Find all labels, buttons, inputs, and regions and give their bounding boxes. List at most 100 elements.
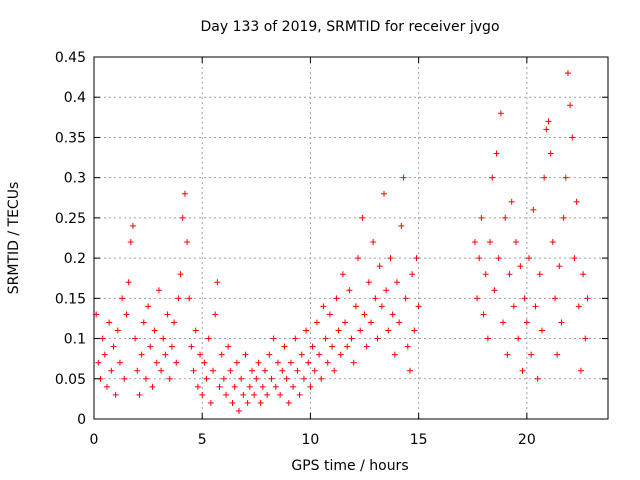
data-point — [261, 367, 268, 374]
data-point — [110, 343, 117, 350]
data-point — [508, 198, 515, 205]
data-point — [253, 375, 260, 382]
data-point — [554, 351, 561, 358]
axis-ticks: 0 5 10 15 20 0 0.05 0.1 0.15 0.2 0.25 0.3 0.35 0.4 0.4… — [55, 50, 608, 448]
data-point — [129, 222, 136, 229]
data-point — [352, 303, 359, 310]
data-point — [406, 367, 413, 374]
data-point — [223, 391, 230, 398]
data-point — [517, 263, 524, 270]
data-point — [179, 214, 186, 221]
y-tick-label: 0.35 — [55, 130, 86, 146]
y-tick-label: 0.15 — [55, 291, 86, 307]
data-point — [558, 319, 565, 326]
data-point — [188, 343, 195, 350]
y-tick-label: 0.3 — [64, 171, 86, 187]
data-point — [560, 214, 567, 221]
data-point — [320, 303, 327, 310]
data-point — [279, 367, 286, 374]
data-point — [166, 375, 173, 382]
data-point — [171, 319, 178, 326]
y-tick-label: 0.05 — [55, 372, 86, 388]
data-point — [413, 255, 420, 262]
data-point — [316, 351, 323, 358]
data-point — [318, 375, 325, 382]
data-point — [541, 174, 548, 181]
x-axis-title: GPS time / hours — [291, 458, 408, 474]
data-point — [368, 319, 375, 326]
data-point — [197, 351, 204, 358]
data-point — [402, 295, 409, 302]
data-point — [114, 327, 121, 334]
data-point — [497, 110, 504, 117]
data-point — [474, 295, 481, 302]
grid-lines — [94, 57, 608, 419]
data-point — [582, 335, 589, 342]
data-point — [214, 279, 221, 286]
data-point — [415, 303, 422, 310]
data-point — [138, 351, 145, 358]
data-point — [153, 359, 160, 366]
data-point — [168, 343, 175, 350]
data-point — [125, 279, 132, 286]
data-point — [244, 399, 251, 406]
data-point — [199, 391, 206, 398]
data-point — [350, 359, 357, 366]
data-point — [374, 335, 381, 342]
data-point — [484, 335, 491, 342]
data-point — [398, 222, 405, 229]
data-point — [502, 214, 509, 221]
chart-title: Day 133 of 2019, SRMTID for receiver jvg… — [200, 19, 499, 35]
data-point — [272, 383, 279, 390]
data-point — [342, 319, 349, 326]
data-point — [331, 367, 338, 374]
data-point — [231, 383, 238, 390]
data-point — [493, 150, 500, 157]
data-point — [251, 391, 258, 398]
data-point — [220, 375, 227, 382]
data-point — [506, 271, 513, 278]
data-point — [283, 375, 290, 382]
data-point — [294, 367, 301, 374]
data-point — [571, 255, 578, 262]
data-point — [372, 295, 379, 302]
data-point — [344, 343, 351, 350]
data-point — [274, 359, 281, 366]
data-point — [385, 327, 392, 334]
data-point — [513, 239, 520, 246]
data-point — [348, 335, 355, 342]
data-point — [127, 239, 134, 246]
data-point — [149, 383, 156, 390]
data-point — [311, 367, 318, 374]
data-point — [322, 335, 329, 342]
data-point — [573, 198, 580, 205]
data-point — [119, 295, 126, 302]
data-point — [376, 263, 383, 270]
data-point — [528, 351, 535, 358]
data-point — [287, 359, 294, 366]
x-tick-label: 15 — [410, 432, 428, 448]
data-point — [562, 174, 569, 181]
data-point — [184, 239, 191, 246]
data-point — [567, 102, 574, 109]
data-point — [387, 255, 394, 262]
data-point — [101, 351, 108, 358]
data-point — [313, 319, 320, 326]
data-point — [151, 327, 158, 334]
data-point — [112, 391, 119, 398]
data-point — [227, 367, 234, 374]
data-point — [264, 391, 271, 398]
data-point — [482, 271, 489, 278]
data-point — [305, 359, 312, 366]
data-point — [248, 367, 255, 374]
data-point — [543, 126, 550, 133]
y-axis-title: SRMTID / TECUs — [6, 182, 22, 295]
data-point — [521, 295, 528, 302]
data-point — [296, 391, 303, 398]
data-point — [190, 367, 197, 374]
data-point — [229, 399, 236, 406]
data-point — [203, 375, 210, 382]
data-point — [404, 343, 411, 350]
data-point — [194, 383, 201, 390]
